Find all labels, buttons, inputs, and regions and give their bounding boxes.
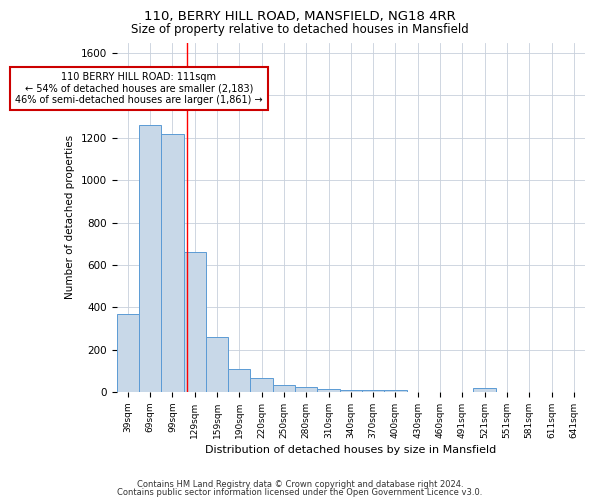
Text: 110 BERRY HILL ROAD: 111sqm
← 54% of detached houses are smaller (2,183)
46% of : 110 BERRY HILL ROAD: 111sqm ← 54% of det… [15,72,263,106]
X-axis label: Distribution of detached houses by size in Mansfield: Distribution of detached houses by size … [205,445,496,455]
Text: Size of property relative to detached houses in Mansfield: Size of property relative to detached ho… [131,22,469,36]
Bar [473,388,496,392]
Text: Contains public sector information licensed under the Open Government Licence v3: Contains public sector information licen… [118,488,482,497]
Bar [139,125,161,392]
Bar [250,378,273,392]
Bar [317,389,340,392]
Bar [206,337,228,392]
Bar [184,252,206,392]
Bar [116,314,139,392]
Bar [340,390,362,392]
Bar [362,390,384,392]
Bar [161,134,184,392]
Bar [273,384,295,392]
Text: 110, BERRY HILL ROAD, MANSFIELD, NG18 4RR: 110, BERRY HILL ROAD, MANSFIELD, NG18 4R… [144,10,456,23]
Bar [228,368,250,392]
Text: Contains HM Land Registry data © Crown copyright and database right 2024.: Contains HM Land Registry data © Crown c… [137,480,463,489]
Bar [384,390,407,392]
Bar [295,386,317,392]
Y-axis label: Number of detached properties: Number of detached properties [65,135,75,300]
